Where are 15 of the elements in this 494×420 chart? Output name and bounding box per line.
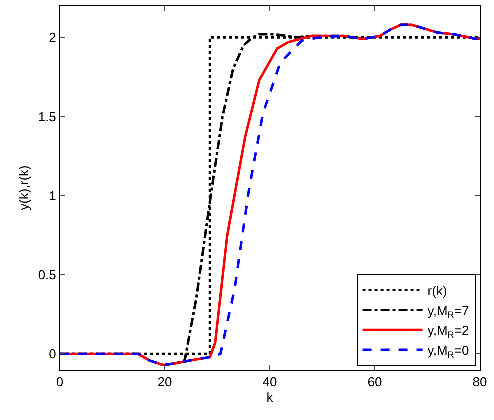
y-tick-label: 2 [49, 30, 56, 46]
x-tick-label: 60 [368, 374, 382, 390]
legend-label: y,M$_{R}$=2 [428, 323, 470, 340]
x-axis-title: k [266, 390, 274, 406]
y-tick-label: 1.5 [38, 109, 56, 124]
x-tick-label: 20 [158, 374, 172, 390]
x-tick-label: 80 [472, 374, 488, 390]
legend-label: y,M$_{R}$=7 [428, 303, 470, 320]
x-tick-label: 40 [262, 374, 278, 390]
y-tick-label: 0.5 [38, 268, 56, 283]
legend-label: y,M$_{R}$=0 [428, 343, 470, 360]
y-axis-title: y(k),r(k) [16, 166, 32, 210]
y-tick-label: 1 [49, 188, 56, 204]
y-tick-label: 0 [49, 346, 56, 362]
legend-label: r(k) [428, 283, 448, 298]
